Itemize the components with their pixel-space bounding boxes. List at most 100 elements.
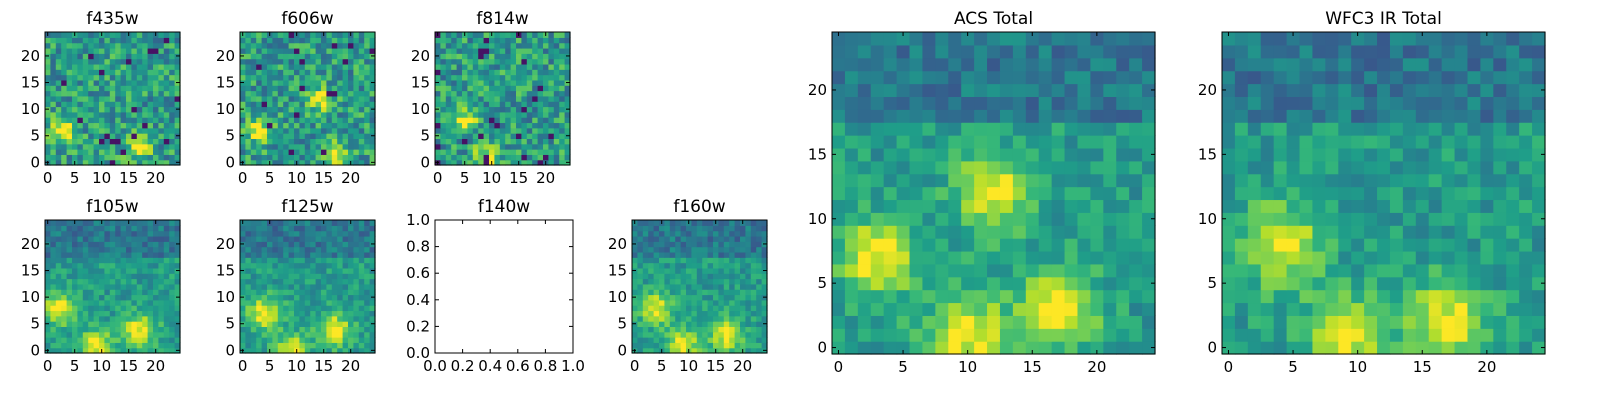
heatmap-cell (445, 138, 452, 145)
heatmap-cell (120, 63, 127, 70)
heatmap-cell (750, 225, 757, 232)
heatmap-cell (909, 276, 924, 291)
heatmap-cell (131, 32, 138, 38)
heatmap-cell (909, 122, 924, 136)
heatmap-cell (163, 111, 170, 118)
heatmap-cell (1428, 289, 1443, 304)
heatmap-cell (1519, 225, 1533, 239)
heatmap-cell (250, 305, 257, 312)
heatmap-cell (1103, 96, 1117, 110)
heatmap-cell (310, 32, 317, 38)
heatmap-cell (1025, 70, 1040, 85)
heatmap-cell (369, 331, 376, 338)
heatmap-cell (310, 326, 317, 333)
heatmap-cell (142, 220, 149, 226)
heatmap-cell (267, 149, 273, 155)
heatmap-cell (896, 32, 911, 46)
heatmap-cell (707, 267, 714, 274)
heatmap-cell (478, 143, 485, 150)
heatmap-cell (77, 273, 84, 280)
heatmap-cell (445, 53, 452, 60)
heatmap-cell (348, 85, 354, 92)
heatmap-cell (364, 246, 371, 253)
heatmap-cell (909, 83, 924, 97)
heatmap-cell (158, 289, 165, 296)
heatmap-cell (680, 241, 687, 248)
heatmap-cell (510, 69, 517, 76)
heatmap-cell (310, 63, 317, 70)
heatmap-cell (559, 159, 566, 166)
heatmap-cell (294, 85, 300, 92)
heatmap-cell (543, 127, 549, 134)
heatmap-cell (55, 230, 62, 237)
heatmap-cell (283, 294, 290, 301)
panel-5: 0.0 0.2 0.4 0.6 0.8 1.00.00.20.40.60.81.0f140… (406, 197, 585, 375)
heatmap-cell (537, 53, 544, 60)
heatmap-cell (483, 85, 490, 92)
heatmap-cell (669, 337, 676, 343)
heatmap-cell (369, 149, 376, 155)
heatmap-cell (1286, 302, 1301, 316)
heatmap-cell (637, 273, 644, 280)
x-tick-label: 20 (733, 357, 752, 375)
heatmap-cell (45, 154, 51, 161)
heatmap-cell (723, 278, 730, 285)
heatmap-cell (483, 37, 490, 44)
heatmap-cell (348, 79, 354, 86)
heatmap-cell (896, 122, 911, 136)
heatmap-cell (1351, 186, 1365, 201)
heatmap-cell (1532, 328, 1546, 342)
heatmap-cell (353, 305, 360, 312)
heatmap-cell (1286, 328, 1301, 342)
heatmap-cell (174, 326, 181, 333)
heatmap-cell (99, 289, 105, 296)
heatmap-cell (516, 37, 522, 44)
panel-title: f160w (673, 197, 725, 217)
heatmap-cell (82, 257, 89, 264)
heatmap-cell (553, 74, 560, 81)
heatmap-cell (61, 342, 68, 349)
heatmap-cell (659, 230, 665, 237)
heatmap-cell (526, 149, 533, 155)
heatmap-cell (358, 122, 365, 129)
heatmap-cell (1222, 238, 1236, 252)
heatmap-cell (499, 63, 506, 70)
heatmap-cell (310, 143, 317, 150)
heatmap-cell (896, 173, 911, 188)
heatmap-cell (1025, 289, 1040, 304)
heatmap-cell (277, 63, 284, 70)
heatmap-cell (353, 235, 360, 242)
heatmap-cell (1454, 186, 1469, 201)
heatmap-cell (745, 347, 752, 354)
heatmap-cell (310, 283, 317, 290)
heatmap-cell (467, 127, 474, 134)
heatmap-cell (136, 315, 143, 322)
heatmap-cell (494, 32, 501, 38)
heatmap-cell (120, 106, 127, 113)
heatmap-cell (337, 310, 344, 317)
heatmap-cell (669, 273, 676, 280)
heatmap-cell (999, 225, 1014, 239)
heatmap-cell (526, 79, 533, 86)
heatmap-cell (974, 315, 988, 329)
heatmap-cell (256, 127, 263, 134)
heatmap-cell (337, 74, 344, 81)
heatmap-cell (77, 315, 84, 322)
heatmap-cell (451, 85, 458, 92)
heatmap-cell (120, 305, 127, 312)
heatmap-cell (136, 95, 143, 102)
heatmap-cell (740, 267, 746, 274)
heatmap-cell (277, 257, 284, 264)
heatmap-cell (1532, 302, 1546, 316)
heatmap-cell (369, 111, 376, 118)
heatmap-cell (169, 122, 176, 129)
heatmap-cell (126, 342, 132, 349)
heatmap-cell (163, 294, 170, 301)
heatmap-cell (115, 63, 122, 70)
heatmap-cell (93, 246, 100, 253)
heatmap-cell (999, 341, 1014, 355)
heatmap-cell (169, 90, 176, 97)
heatmap-cell (88, 241, 95, 248)
heatmap-cell (1532, 225, 1546, 239)
heatmap-cell (1351, 263, 1365, 278)
